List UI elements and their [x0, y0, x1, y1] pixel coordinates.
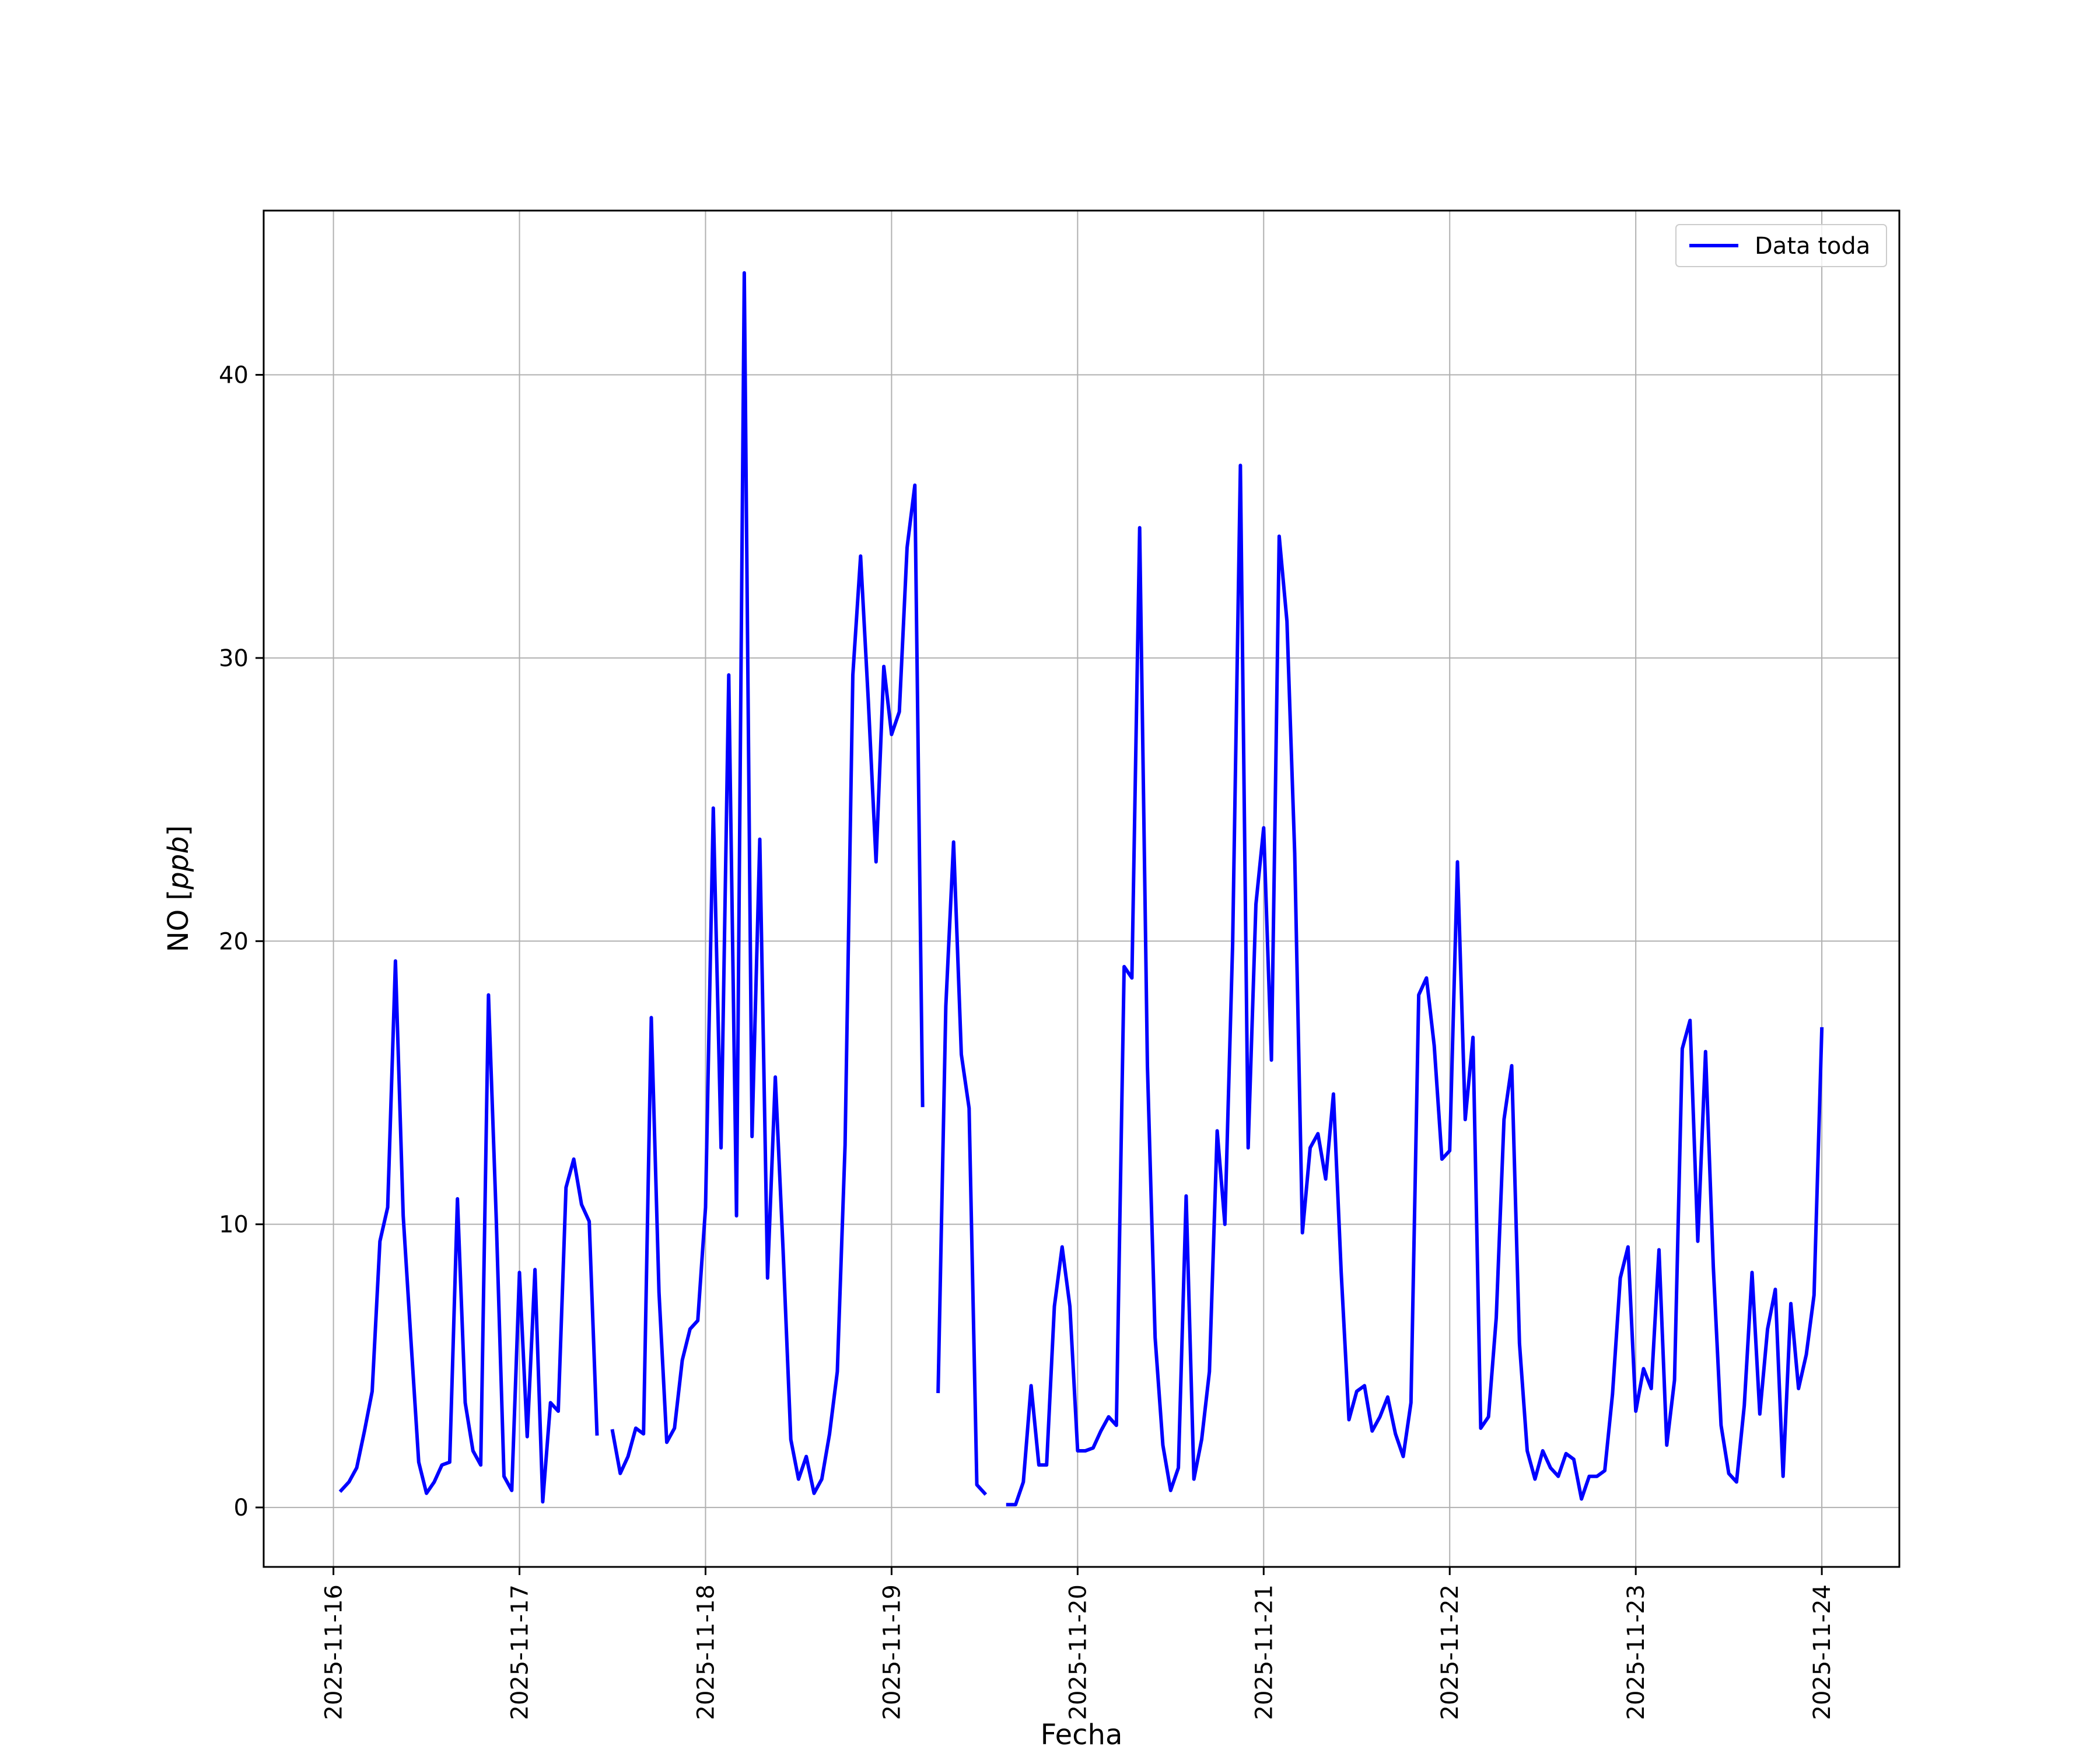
- series-line-segment: [936, 840, 988, 1496]
- x-tick-label: 2025-11-23: [1623, 1584, 1650, 1720]
- x-tick-label: 2025-11-22: [1437, 1584, 1464, 1720]
- x-tick-label: 2025-11-20: [1065, 1584, 1091, 1720]
- y-tick-label: 10: [219, 1212, 249, 1238]
- y-tick-label: 40: [219, 362, 249, 389]
- y-axis-label: NO [ppb]: [162, 825, 195, 953]
- y-axis-label-unit: ppb: [162, 836, 195, 890]
- x-axis-label: Fecha: [1041, 1719, 1123, 1750]
- legend-label: Data toda: [1755, 233, 1870, 260]
- x-tick-label: 2025-11-21: [1251, 1584, 1278, 1720]
- series-line-segment: [610, 271, 925, 1495]
- series-line-segment: [338, 959, 599, 1504]
- x-axis-ticks: 2025-11-16 2025-11-17 2025-11-18 2025-11-19…: [321, 1567, 1836, 1720]
- legend-box: [1675, 224, 1887, 267]
- series-layer: [338, 271, 1824, 1507]
- x-tick-label: 2025-11-16: [321, 1584, 348, 1720]
- grid: [264, 211, 1899, 1567]
- y-tick-label: 0: [234, 1495, 249, 1521]
- y-tick-label: 20: [219, 928, 249, 955]
- plot-frame: [262, 209, 1901, 1568]
- y-axis-label-prefix: NO [: [162, 890, 195, 953]
- series-line-segment: [1006, 463, 1824, 1507]
- x-tick-label: 2025-11-17: [507, 1584, 534, 1720]
- x-tick-label: 2025-11-19: [878, 1584, 905, 1720]
- legend: Data toda: [1675, 224, 1887, 267]
- y-axis-ticks: 0 10 20 30 40: [219, 362, 264, 1521]
- x-tick-label: 2025-11-18: [692, 1584, 719, 1720]
- y-tick-label: 30: [219, 645, 249, 672]
- y-axis-label-suffix: ]: [162, 825, 195, 837]
- x-tick-label: 2025-11-24: [1809, 1584, 1836, 1720]
